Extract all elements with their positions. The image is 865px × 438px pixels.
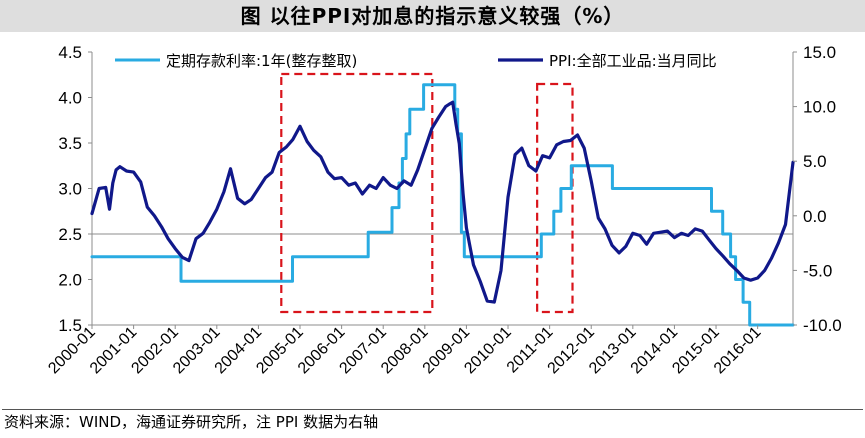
right-tick-label: 10.0 xyxy=(803,98,836,117)
right-y-axis: 15.0 10.0 5.0 0.0 -5.0 -10.0 xyxy=(793,43,842,335)
right-tick-label: 5.0 xyxy=(803,152,827,171)
highlight-boxes xyxy=(280,72,574,314)
chart-title: 图 以往PPI对加息的指示意义较强（%） xyxy=(0,0,865,32)
series-layer xyxy=(90,83,795,327)
ppi-line xyxy=(90,100,795,304)
legend-label-ppi: PPI:全部工业品:当月同比 xyxy=(549,52,717,70)
deposit-rate-line xyxy=(90,83,795,327)
right-tick-label: -10.0 xyxy=(803,316,842,335)
chart: 4.5 4.0 3.5 3.0 2.5 2.0 1.5 15.0 10.0 5.0 0.0 -5.0… xyxy=(45,43,842,378)
right-tick-label: -5.0 xyxy=(803,261,832,280)
x-tick-label: 2010-01 xyxy=(461,324,515,378)
left-tick-label: 4.0 xyxy=(58,89,82,108)
left-tick-label: 3.0 xyxy=(58,180,82,199)
left-tick-label: 3.5 xyxy=(58,134,82,153)
footer-divider xyxy=(2,409,863,410)
legend: 定期存款利率:1年(整存整取) PPI:全部工业品:当月同比 xyxy=(115,52,717,70)
source-note: 资料来源：WIND，海通证券研究所，注 PPI 数据为右轴 xyxy=(4,413,379,431)
right-tick-label: 0.0 xyxy=(803,207,827,226)
x-axis: 2000-012001-012002-012003-012004-012005-… xyxy=(45,324,764,378)
highlight-box xyxy=(536,82,574,314)
x-tick-label: 2016-01 xyxy=(711,324,765,378)
left-y-axis: 4.5 4.0 3.5 3.0 2.5 2.0 1.5 xyxy=(58,43,92,335)
left-tick-label: 2.0 xyxy=(58,271,82,290)
left-tick-label: 1.5 xyxy=(58,316,82,335)
left-tick-label: 4.5 xyxy=(58,43,82,62)
legend-label-deposit-rate: 定期存款利率:1年(整存整取) xyxy=(166,52,357,70)
right-tick-label: 15.0 xyxy=(803,43,836,62)
left-tick-label: 2.5 xyxy=(58,225,82,244)
